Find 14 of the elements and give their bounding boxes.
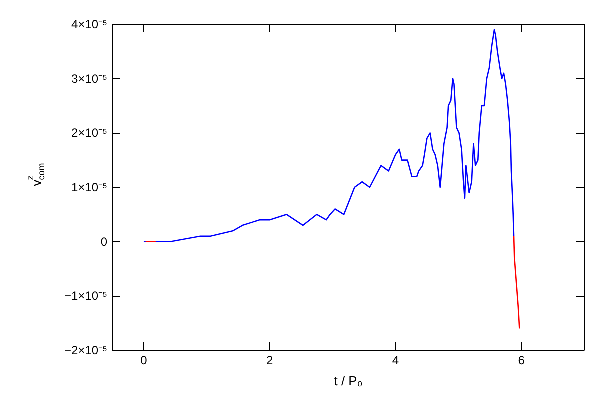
x-axis-title: t / P₀ bbox=[334, 374, 363, 388]
y-tick-label: 4×10⁻⁵ bbox=[71, 18, 108, 32]
y-tick-label: 2×10⁻⁵ bbox=[71, 126, 108, 140]
y-tick-label: 3×10⁻⁵ bbox=[71, 72, 108, 86]
x-tick-label: 6 bbox=[518, 354, 526, 368]
x-tick-label: 4 bbox=[392, 354, 400, 368]
y-tick-label: −2×10⁻⁵ bbox=[64, 344, 108, 358]
x-tick-label: 2 bbox=[266, 354, 274, 368]
y-axis-title: vzcom bbox=[26, 163, 46, 186]
x-tick-label: 0 bbox=[140, 354, 148, 368]
line-series bbox=[143, 29, 515, 242]
y-tick-label: 0 bbox=[100, 234, 108, 249]
y-tick-label: 1×10⁻⁵ bbox=[71, 180, 108, 194]
y-tick-label: −1×10⁻⁵ bbox=[64, 289, 108, 304]
